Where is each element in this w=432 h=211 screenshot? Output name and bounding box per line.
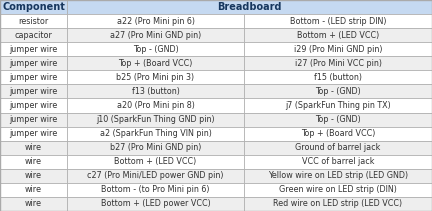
Text: wire: wire [25, 143, 42, 152]
Bar [67, 42, 244, 56]
Bar [0, 70, 67, 84]
Text: wire: wire [25, 199, 42, 208]
Text: VCC of barrel jack: VCC of barrel jack [302, 157, 374, 166]
Text: a2 (SparkFun Thing VIN pin): a2 (SparkFun Thing VIN pin) [100, 129, 211, 138]
Bar [67, 112, 244, 127]
Bar [67, 183, 244, 197]
Bar [67, 70, 244, 84]
Text: Top - (GND): Top - (GND) [315, 115, 361, 124]
Text: f13 (button): f13 (button) [132, 87, 179, 96]
Text: b25 (Pro Mini pin 3): b25 (Pro Mini pin 3) [117, 73, 194, 82]
Bar [244, 42, 432, 56]
Bar [0, 141, 67, 155]
Text: c27 (Pro Mini/LED power GND pin): c27 (Pro Mini/LED power GND pin) [87, 171, 224, 180]
Bar [67, 84, 244, 99]
Text: f15 (button): f15 (button) [314, 73, 362, 82]
Bar [0, 183, 67, 197]
Text: Top - (GND): Top - (GND) [315, 87, 361, 96]
Bar [244, 155, 432, 169]
Bar [0, 99, 67, 112]
Bar [244, 14, 432, 28]
Bar [0, 0, 67, 14]
Bar [244, 169, 432, 183]
Bar [0, 84, 67, 99]
Bar [0, 197, 67, 211]
Bar [0, 127, 67, 141]
Text: jumper wire: jumper wire [10, 45, 57, 54]
Text: Bottom - (LED strip DIN): Bottom - (LED strip DIN) [290, 17, 386, 26]
Text: wire: wire [25, 157, 42, 166]
Bar [0, 42, 67, 56]
Bar [67, 127, 244, 141]
Text: Ground of barrel jack: Ground of barrel jack [295, 143, 381, 152]
Text: Green wire on LED strip (DIN): Green wire on LED strip (DIN) [279, 185, 397, 194]
Bar [244, 141, 432, 155]
Bar [244, 56, 432, 70]
Text: Bottom + (LED VCC): Bottom + (LED VCC) [114, 157, 197, 166]
Text: Breadboard: Breadboard [217, 2, 282, 12]
Text: resistor: resistor [18, 17, 49, 26]
Bar [244, 183, 432, 197]
Bar [67, 14, 244, 28]
Bar [67, 155, 244, 169]
Text: j7 (SparkFun Thing pin TX): j7 (SparkFun Thing pin TX) [285, 101, 391, 110]
Text: a22 (Pro Mini pin 6): a22 (Pro Mini pin 6) [117, 17, 194, 26]
Bar [0, 14, 67, 28]
Bar [0, 169, 67, 183]
Text: i27 (Pro Mini VCC pin): i27 (Pro Mini VCC pin) [295, 59, 381, 68]
Bar [244, 28, 432, 42]
Bar [67, 28, 244, 42]
Bar [0, 56, 67, 70]
Text: wire: wire [25, 171, 42, 180]
Text: wire: wire [25, 185, 42, 194]
Bar [244, 197, 432, 211]
Text: Bottom + (LED VCC): Bottom + (LED VCC) [297, 31, 379, 40]
Bar [67, 99, 244, 112]
Text: Top + (Board VCC): Top + (Board VCC) [118, 59, 193, 68]
Bar [244, 70, 432, 84]
Bar [244, 127, 432, 141]
Bar [0, 28, 67, 42]
Bar [244, 84, 432, 99]
Text: a27 (Pro Mini GND pin): a27 (Pro Mini GND pin) [110, 31, 201, 40]
Text: jumper wire: jumper wire [10, 101, 57, 110]
Bar [0, 155, 67, 169]
Text: jumper wire: jumper wire [10, 73, 57, 82]
Bar [67, 141, 244, 155]
Text: Component: Component [2, 2, 65, 12]
Text: jumper wire: jumper wire [10, 59, 57, 68]
Text: Top - (GND): Top - (GND) [133, 45, 178, 54]
Bar [244, 112, 432, 127]
Text: i29 (Pro Mini GND pin): i29 (Pro Mini GND pin) [294, 45, 382, 54]
Bar [67, 197, 244, 211]
Bar [67, 169, 244, 183]
Bar [244, 99, 432, 112]
Bar [67, 56, 244, 70]
Text: jumper wire: jumper wire [10, 87, 57, 96]
Text: capacitor: capacitor [15, 31, 52, 40]
Bar [67, 0, 432, 14]
Text: j10 (SparkFun Thing GND pin): j10 (SparkFun Thing GND pin) [96, 115, 215, 124]
Text: a20 (Pro Mini pin 8): a20 (Pro Mini pin 8) [117, 101, 194, 110]
Text: Yellow wire on LED strip (LED GND): Yellow wire on LED strip (LED GND) [268, 171, 408, 180]
Text: Red wire on LED strip (LED VCC): Red wire on LED strip (LED VCC) [273, 199, 403, 208]
Text: Bottom + (LED power VCC): Bottom + (LED power VCC) [101, 199, 210, 208]
Text: Bottom - (to Pro Mini pin 6): Bottom - (to Pro Mini pin 6) [101, 185, 210, 194]
Text: jumper wire: jumper wire [10, 115, 57, 124]
Text: Top + (Board VCC): Top + (Board VCC) [301, 129, 375, 138]
Text: jumper wire: jumper wire [10, 129, 57, 138]
Text: b27 (Pro Mini GND pin): b27 (Pro Mini GND pin) [110, 143, 201, 152]
Bar [0, 112, 67, 127]
